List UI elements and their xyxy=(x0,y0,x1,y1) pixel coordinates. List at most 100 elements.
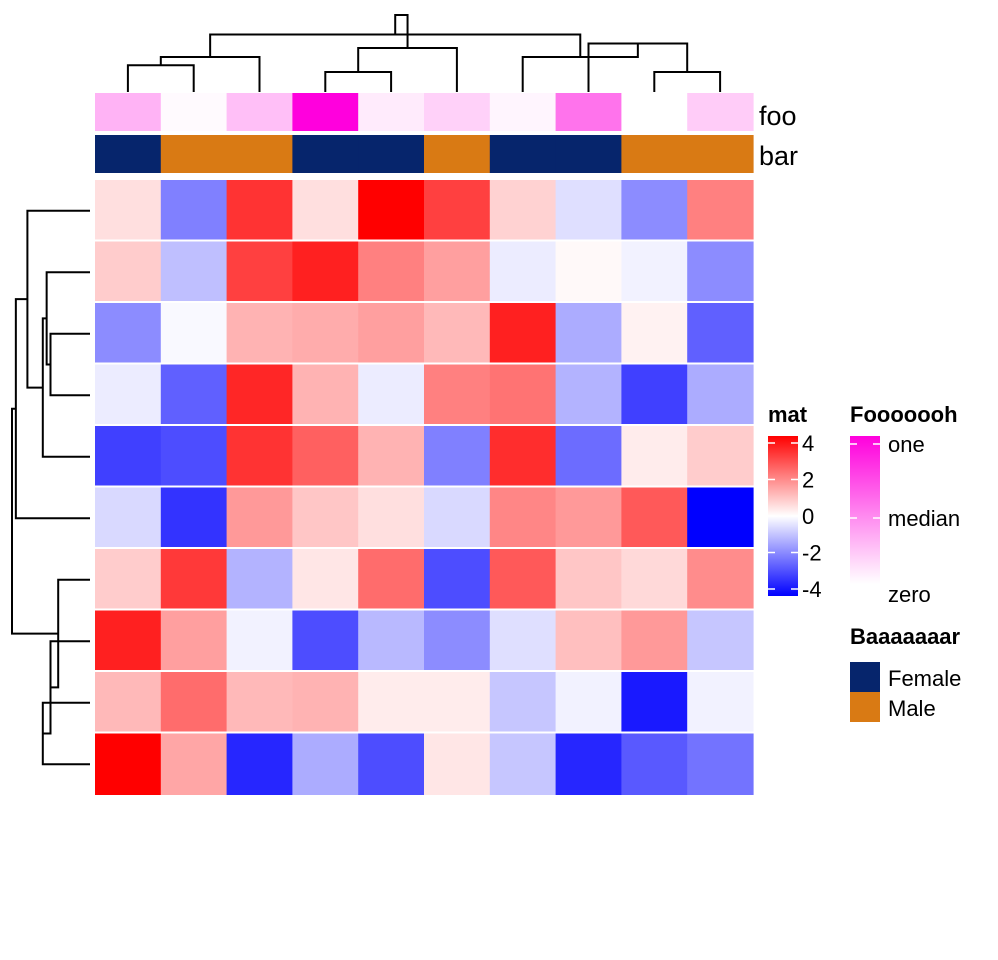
heatmap-cell xyxy=(358,303,425,363)
heatmap-cell xyxy=(95,549,162,609)
heatmap-cell xyxy=(226,672,293,732)
heatmap-cell xyxy=(358,549,425,609)
annotation-foo xyxy=(95,93,754,131)
legend-bar-label-female: Female xyxy=(888,666,961,691)
heatmap-cell xyxy=(160,610,228,670)
heatmap-cell xyxy=(489,549,557,609)
annotation-bar-cell xyxy=(358,135,425,173)
heatmap-cell xyxy=(160,487,228,547)
heatmap-cells xyxy=(95,180,754,795)
heatmap-cell xyxy=(226,549,293,609)
legend-foo: Fooooooh one median zero xyxy=(850,402,960,607)
heatmap-cell xyxy=(95,672,162,732)
legend-foo-ticks: one median zero xyxy=(850,432,960,607)
dendrogram-branch xyxy=(324,71,393,92)
legend-bar-swatch-male xyxy=(850,692,880,722)
dendrogram-branch xyxy=(42,640,90,735)
heatmap-cell xyxy=(160,733,228,795)
heatmap-cell xyxy=(621,610,688,670)
annotation-bar-label: bar xyxy=(759,141,798,171)
legend-mat-tick-label: -2 xyxy=(802,541,822,566)
row-dendrogram xyxy=(11,209,90,766)
dendrogram-branch xyxy=(394,14,409,48)
annotation-foo-cell xyxy=(226,93,293,131)
heatmap-cell xyxy=(489,180,557,240)
legend-bar-title: Baaaaaaar xyxy=(850,624,961,649)
legend-bar-swatch-female xyxy=(850,662,880,692)
heatmap-cell xyxy=(292,733,359,795)
annotation-bar-cell xyxy=(160,135,228,173)
heatmap-cell xyxy=(358,364,425,424)
heatmap-cell xyxy=(226,733,293,795)
annotation-bar-cell xyxy=(687,135,754,173)
heatmap-cell xyxy=(358,672,425,732)
legend-mat-tick-label: 4 xyxy=(802,431,814,456)
heatmap-cell xyxy=(424,426,491,486)
annotation-bar-cell xyxy=(621,135,688,173)
heatmap-cell xyxy=(687,672,754,732)
dendrogram-branch xyxy=(11,407,59,635)
heatmap-cell xyxy=(226,610,293,670)
heatmap-cell xyxy=(95,303,162,363)
dendrogram-branch xyxy=(45,271,90,366)
heatmap-cell xyxy=(687,241,754,301)
legend-foo-colorbar xyxy=(850,436,880,584)
legend-mat-tick-label: 0 xyxy=(802,504,814,529)
heatmap-cell xyxy=(424,549,491,609)
heatmap-cell xyxy=(489,672,557,732)
heatmap-cell xyxy=(621,733,688,795)
heatmap-cell xyxy=(95,364,162,424)
heatmap-cell xyxy=(687,180,754,240)
annotation-bar-cell xyxy=(226,135,293,173)
legend-foo-tick-label: zero xyxy=(888,582,931,607)
heatmap-cell xyxy=(160,364,228,424)
dendrogram-branch xyxy=(49,332,90,397)
dendrogram-branch xyxy=(126,64,195,92)
heatmap-cell xyxy=(555,487,622,547)
heatmap-cell xyxy=(555,610,622,670)
heatmap-cell xyxy=(621,549,688,609)
legend-bar: Baaaaaaar Female Male xyxy=(850,624,961,722)
dendrogram-branch xyxy=(357,47,458,92)
legend-foo-tick-label: one xyxy=(888,432,925,457)
annotation-foo-label: foo xyxy=(759,101,797,131)
heatmap-cell xyxy=(555,180,622,240)
heatmap-cell xyxy=(160,549,228,609)
annotation-foo-cell xyxy=(555,93,622,131)
heatmap-cell xyxy=(555,303,622,363)
heatmap-cell xyxy=(489,426,557,486)
heatmap-cell xyxy=(687,303,754,363)
heatmap-cell xyxy=(95,733,162,795)
dendrogram-branch xyxy=(209,33,582,57)
heatmap-cell xyxy=(226,426,293,486)
dendrogram-branch xyxy=(653,71,722,92)
heatmap-cell xyxy=(292,487,359,547)
heatmap-cell xyxy=(489,610,557,670)
legend-foo-tick-label: median xyxy=(888,506,960,531)
heatmap-cell xyxy=(160,303,228,363)
heatmap-cell xyxy=(489,733,557,795)
heatmap-cell xyxy=(358,180,425,240)
heatmap-cell xyxy=(424,610,491,670)
annotation-bar-cell xyxy=(489,135,557,173)
annotation-foo-cell xyxy=(424,93,491,131)
heatmap-cell xyxy=(95,426,162,486)
heatmap-cell xyxy=(621,672,688,732)
heatmap-cell xyxy=(687,487,754,547)
column-dendrogram xyxy=(126,14,722,92)
heatmap-cell xyxy=(160,672,228,732)
heatmap-cell xyxy=(424,672,491,732)
heatmap-cell xyxy=(489,487,557,547)
annotation-bar-cell xyxy=(555,135,622,173)
heatmap-cell xyxy=(555,733,622,795)
heatmap-cell xyxy=(687,364,754,424)
legend-mat-tick-label: 2 xyxy=(802,468,814,493)
heatmap-cell xyxy=(621,241,688,301)
heatmap-cell xyxy=(95,487,162,547)
heatmap-cell xyxy=(555,426,622,486)
heatmap-cell xyxy=(621,180,688,240)
annotation-bar-cell xyxy=(292,135,359,173)
heatmap-cell xyxy=(292,549,359,609)
heatmap-cell xyxy=(358,426,425,486)
heatmap-cell xyxy=(292,364,359,424)
